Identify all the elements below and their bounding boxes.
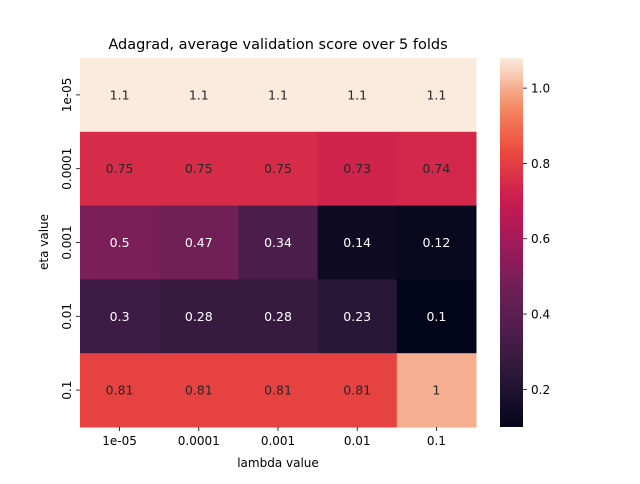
heatmap-cell: [80, 58, 160, 133]
heatmap-cell: [159, 205, 239, 280]
x-tick-label: 1e-05: [102, 434, 137, 448]
cell-annotation: 0.12: [422, 235, 450, 250]
cell-annotation: 1.1: [426, 87, 446, 102]
heatmap-cells: [80, 58, 477, 428]
heatmap-cell: [396, 353, 477, 428]
x-axis: 1e-05 0.0001 0.001 0.01 0.1: [102, 427, 446, 448]
cell-annotation: 0.81: [343, 383, 371, 398]
heatmap-cell: [159, 131, 239, 207]
colorbar-tick-label: 0.4: [531, 308, 550, 322]
colorbar-tick-label: 0.2: [531, 383, 550, 397]
y-axis: 1e-05 0.0001 0.001 0.01 0.1: [60, 78, 80, 400]
y-axis-label: eta value: [37, 214, 51, 270]
cell-annotation: 1.1: [110, 87, 130, 102]
chart-title: Adagrad, average validation score over 5…: [108, 37, 447, 53]
cell-annotation: 0.75: [264, 161, 292, 176]
heatmap-cell: [238, 353, 319, 428]
cell-annotation: 1.1: [268, 87, 288, 102]
heatmap-cell: [317, 205, 398, 280]
heatmap-cell: [159, 279, 239, 354]
x-axis-label: lambda value: [237, 456, 319, 470]
cell-annotation: 0.28: [185, 309, 213, 324]
heatmap-cell-labels: 1.1 1.1 1.1 1.1 1.1 0.75 0.75 0.75 0.73 0.74 0.5 0.…: [106, 87, 451, 397]
cell-annotation: 1: [432, 383, 440, 398]
x-tick-label: 0.001: [261, 434, 295, 448]
cell-annotation: 0.23: [343, 309, 371, 324]
heatmap-cell: [396, 58, 477, 133]
cell-annotation: 0.74: [422, 161, 450, 176]
y-tick-label: 0.1: [60, 381, 74, 400]
heatmap-cell: [80, 279, 160, 354]
heatmap-cell: [80, 205, 160, 280]
colorbar-tick-label: 0.8: [531, 157, 550, 171]
cell-annotation: 0.73: [343, 161, 371, 176]
heatmap-cell: [80, 353, 160, 428]
cell-annotation: 0.81: [106, 383, 134, 398]
y-tick-label: 1e-05: [60, 78, 74, 113]
heatmap-cell: [238, 58, 319, 133]
y-tick-label: 0.001: [60, 225, 74, 259]
colorbar-tick-label: 0.6: [531, 232, 550, 246]
heatmap-cell: [317, 58, 398, 133]
heatmap-cell: [317, 279, 398, 354]
heatmap-cell: [396, 131, 477, 207]
heatmap-cell: [396, 279, 477, 354]
y-tick-label: 0.0001: [60, 148, 74, 190]
cell-annotation: 1.1: [189, 87, 209, 102]
cell-annotation: 0.75: [185, 161, 213, 176]
cell-annotation: 0.34: [264, 235, 292, 250]
x-tick-label: 0.1: [427, 434, 446, 448]
cell-annotation: 0.14: [343, 235, 371, 250]
heatmap-cell: [159, 58, 239, 133]
cell-annotation: 0.81: [264, 383, 292, 398]
cell-annotation: 0.5: [110, 235, 130, 250]
heatmap-cell: [238, 131, 319, 207]
x-tick-label: 0.0001: [178, 434, 220, 448]
heatmap-cell: [317, 353, 398, 428]
cell-annotation: 0.3: [110, 309, 130, 324]
cell-annotation: 0.47: [185, 235, 213, 250]
heatmap-cell: [238, 279, 319, 354]
colorbar: [500, 58, 523, 427]
cell-annotation: 1.1: [347, 87, 367, 102]
cell-annotation: 0.81: [185, 383, 213, 398]
heatmap-cell: [317, 131, 398, 207]
colorbar-ticks: 0.2 0.4 0.6 0.8 1.0: [523, 82, 550, 397]
heatmap-cell: [238, 205, 319, 280]
cell-annotation: 0.1: [426, 309, 446, 324]
heatmap-cell: [396, 205, 477, 280]
x-tick-label: 0.01: [344, 434, 371, 448]
heatmap-cell: [80, 131, 160, 207]
cell-annotation: 0.28: [264, 309, 292, 324]
colorbar-tick-label: 1.0: [531, 82, 550, 96]
cell-annotation: 0.75: [106, 161, 134, 176]
y-tick-label: 0.01: [60, 303, 74, 330]
heatmap-cell: [159, 353, 239, 428]
